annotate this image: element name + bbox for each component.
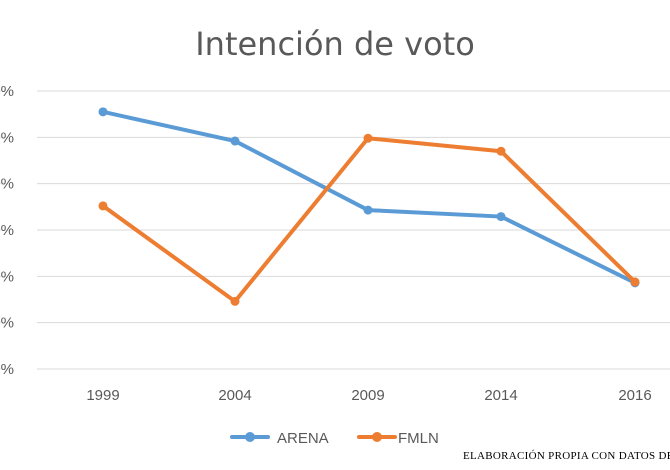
data-point-arena bbox=[98, 107, 108, 117]
data-point-fmln bbox=[496, 146, 506, 156]
x-axis-tick-labels: 1999 2004 2009 2014 2016 bbox=[86, 387, 651, 404]
legend-label-fmln: FMLN bbox=[398, 430, 439, 447]
legend-label-arena: ARENA bbox=[277, 430, 329, 447]
source-note: ELABORACIÓN PROPIA CON DATOS DE bbox=[463, 450, 670, 462]
legend-item-fmln: FMLN bbox=[357, 430, 439, 447]
legend-swatch-marker-arena bbox=[245, 432, 255, 442]
y-tick-label: 0% bbox=[0, 83, 14, 100]
legend-swatch-marker-fmln bbox=[372, 432, 382, 442]
legend-item-arena: ARENA bbox=[230, 430, 329, 447]
y-axis-tick-labels: 0% 0% 0% 0% 0% 0% 0% bbox=[0, 83, 14, 378]
chart-title: Intención de voto bbox=[195, 25, 475, 63]
data-point-arena bbox=[496, 212, 506, 222]
data-point-fmln bbox=[230, 296, 240, 306]
data-point-arena bbox=[230, 136, 240, 146]
data-point-fmln bbox=[98, 201, 108, 211]
series-line-fmln bbox=[101, 136, 637, 304]
data-point-arena bbox=[363, 205, 373, 215]
x-tick-label: 1999 bbox=[86, 387, 119, 404]
y-tick-label: 0% bbox=[0, 315, 14, 332]
x-tick-label: 2009 bbox=[351, 387, 384, 404]
data-point-fmln bbox=[363, 133, 373, 143]
x-tick-label: 2004 bbox=[218, 387, 251, 404]
series-lines bbox=[98, 107, 640, 306]
y-tick-label: 0% bbox=[0, 361, 14, 378]
x-tick-label: 2014 bbox=[484, 387, 517, 404]
y-tick-label: 0% bbox=[0, 129, 14, 146]
legend: ARENA FMLN bbox=[230, 430, 439, 447]
x-tick-label: 2016 bbox=[618, 387, 651, 404]
series-arena bbox=[98, 107, 640, 288]
y-tick-label: 0% bbox=[0, 222, 14, 239]
y-tick-label: 0% bbox=[0, 268, 14, 285]
y-tick-label: 0% bbox=[0, 176, 14, 193]
series-fmln bbox=[98, 133, 640, 306]
gridlines bbox=[37, 90, 670, 370]
data-point-fmln bbox=[630, 277, 640, 287]
